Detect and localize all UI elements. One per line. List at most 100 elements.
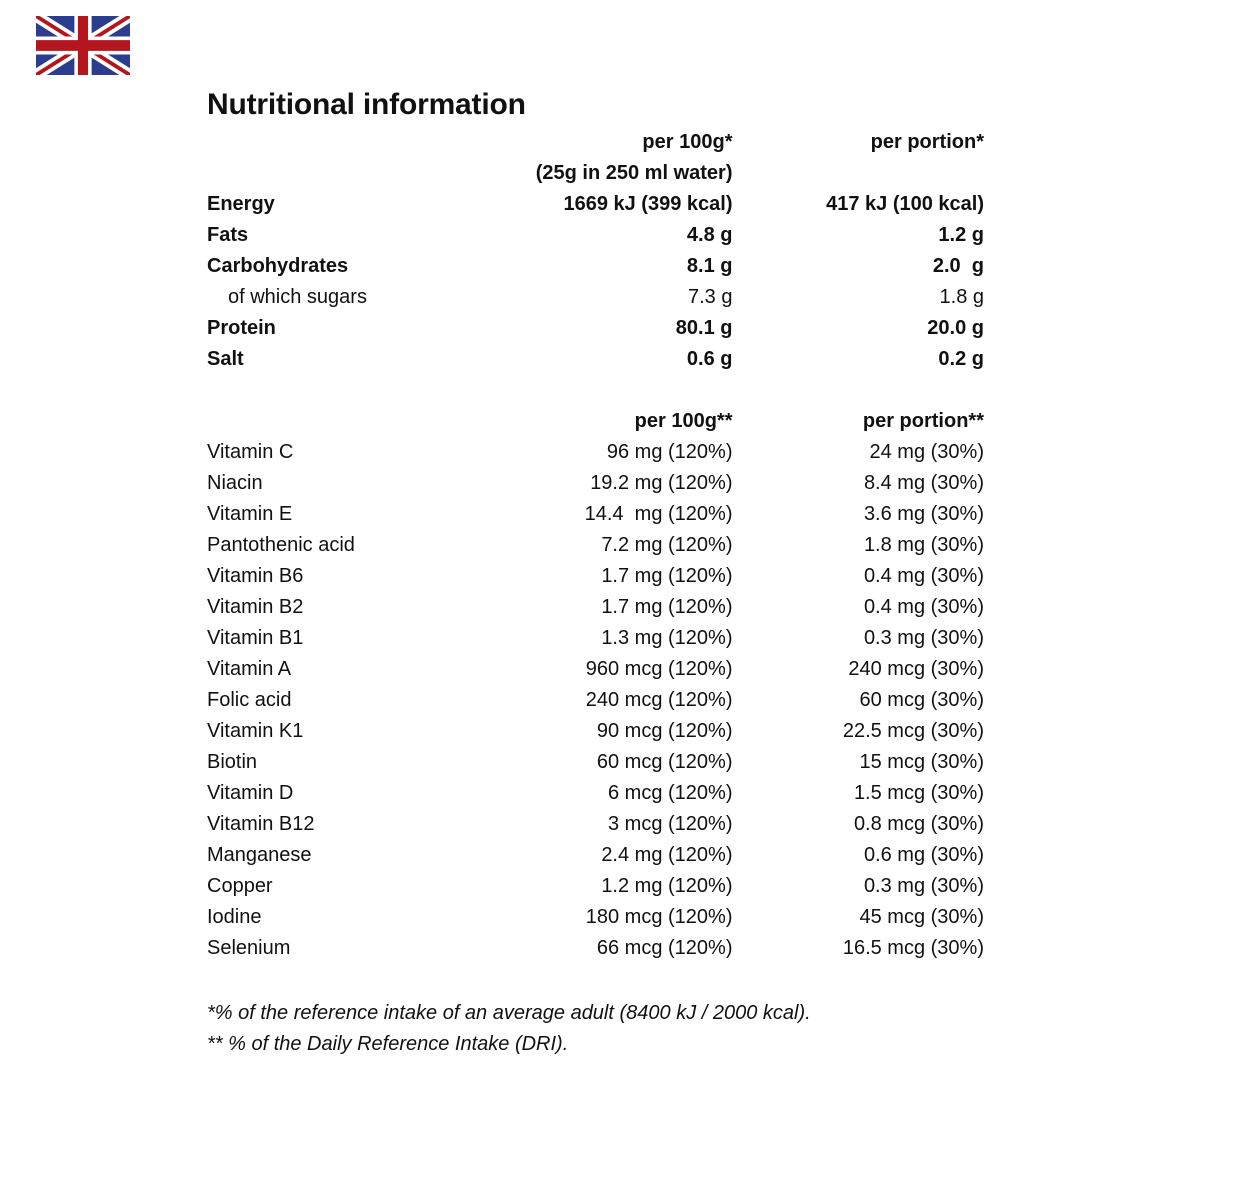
value-per-100g: 6 mcg (120%) <box>607 782 733 804</box>
value-per-portion: 0.4 mg (30%) <box>863 565 984 587</box>
value-per-100g: 960 mcg (120%) <box>585 658 733 680</box>
row-label: Folic acid <box>207 689 292 711</box>
value-per-100g: per 100g** <box>634 410 733 432</box>
row-label: Selenium <box>207 937 291 959</box>
value-per-portion: 1.8 g <box>939 286 984 308</box>
row-label <box>207 406 516 437</box>
row-label: Vitamin B2 <box>207 596 304 618</box>
value-per-100g: 90 mcg (120%) <box>596 720 733 742</box>
row-label: of which sugars <box>228 286 367 308</box>
nutrient-row: Fats 4.8 g 1.2 g <box>207 220 984 251</box>
value-per-100g: 2.4 mg (120%) <box>601 844 733 866</box>
value-per-100g: 7.3 g <box>688 286 733 308</box>
row-label: Protein <box>207 317 276 339</box>
value-per-100g: 14.4 mg (120%) <box>584 503 733 525</box>
union-jack-flag-icon <box>36 16 130 75</box>
value-per-portion: 1.2 g <box>938 224 984 246</box>
value-per-100g: 1.3 mg (120%) <box>601 627 733 649</box>
vitamin-row: Pantothenic acid 7.2 mg (120%) 1.8 mg (30%… <box>207 530 984 561</box>
value-per-portion: 417 kJ (100 kcal) <box>826 193 984 215</box>
value-per-portion: 1.8 mg (30%) <box>863 534 984 556</box>
vitamin-row: Vitamin B1 1.3 mg (120%) 0.3 mg (30%) <box>207 623 984 654</box>
value-per-100g: 80.1 g <box>675 317 733 339</box>
value-per-100g <box>516 375 732 406</box>
value-per-100g: per 100g* <box>642 131 733 153</box>
value-per-portion: 0.2 g <box>938 348 984 370</box>
vitamin-row: Vitamin B6 1.7 mg (120%) 0.4 mg (30%) <box>207 561 984 592</box>
vitamin-row: Selenium 66 mcg (120%) 16.5 mcg (30%) <box>207 933 984 964</box>
value-per-portion: 0.3 mg (30%) <box>863 875 984 897</box>
nutrient-row: Energy 1669 kJ (399 kcal) 417 kJ (100 kcal… <box>207 189 984 220</box>
value-per-portion: 240 mcg (30%) <box>848 658 984 680</box>
row-label: Salt <box>207 348 244 370</box>
vitamin-row: Vitamin E 14.4 mg (120%) 3.6 mg (30%) <box>207 499 984 530</box>
row-label: Vitamin C <box>207 441 294 463</box>
value-per-portion: per portion* <box>870 131 984 153</box>
value-per-portion: 60 mcg (30%) <box>859 689 985 711</box>
vitamin-row: Biotin 60 mcg (120%) 15 mcg (30%) <box>207 747 984 778</box>
row-label: Vitamin E <box>207 503 293 525</box>
value-per-portion: 2.0 g <box>932 255 984 277</box>
row-label: Vitamin D <box>207 782 294 804</box>
vitamin-row: Vitamin B2 1.7 mg (120%) 0.4 mg (30%) <box>207 592 984 623</box>
value-per-portion: 8.4 mg (30%) <box>863 472 984 494</box>
row-label: Pantothenic acid <box>207 534 355 556</box>
row-label: Niacin <box>207 472 263 494</box>
footnotes: *% of the reference intake of an average… <box>207 998 811 1060</box>
vitamin-row: Manganese 2.4 mg (120%) 0.6 mg (30%) <box>207 840 984 871</box>
vitamin-row: Niacin 19.2 mg (120%) 8.4 mg (30%) <box>207 468 984 499</box>
value-per-100g: 66 mcg (120%) <box>596 937 733 959</box>
value-per-portion <box>732 375 984 406</box>
value-per-100g: 96 mg (120%) <box>606 441 733 463</box>
value-per-portion <box>732 158 984 189</box>
row-label: Iodine <box>207 906 262 928</box>
value-per-portion: 45 mcg (30%) <box>859 906 985 928</box>
value-per-100g: 1.7 mg (120%) <box>601 596 733 618</box>
value-per-portion: 3.6 mg (30%) <box>863 503 984 525</box>
value-per-portion: 0.3 mg (30%) <box>863 627 984 649</box>
value-per-portion: 0.8 mcg (30%) <box>853 813 984 835</box>
value-per-100g: 1.2 mg (120%) <box>601 875 733 897</box>
value-per-portion: per portion** <box>862 410 984 432</box>
row-label: Manganese <box>207 844 312 866</box>
value-per-100g: 0.6 g <box>686 348 733 370</box>
value-per-100g: 4.8 g <box>686 224 733 246</box>
subheader-row: (25g in 250 ml water) <box>207 158 984 189</box>
footnote-dri: ** % of the Daily Reference Intake (DRI)… <box>207 1033 569 1055</box>
vitamin-row: Vitamin C 96 mg (120%) 24 mg (30%) <box>207 437 984 468</box>
row-label: Fats <box>207 224 249 246</box>
row-label: Vitamin K1 <box>207 720 304 742</box>
value-per-100g: 19.2 mg (120%) <box>590 472 733 494</box>
row-label: Energy <box>207 193 275 215</box>
vitamin-row: Vitamin D 6 mcg (120%) 1.5 mcg (30%) <box>207 778 984 809</box>
row-label: Biotin <box>207 751 258 773</box>
value-per-portion: 16.5 mcg (30%) <box>842 937 984 959</box>
value-per-100g: 7.2 mg (120%) <box>601 534 733 556</box>
header-row: per 100g* per portion* <box>207 127 984 158</box>
row-label: Vitamin B6 <box>207 565 304 587</box>
vitamin-row: Folic acid 240 mcg (120%) 60 mcg (30%) <box>207 685 984 716</box>
spacer-row <box>207 375 984 406</box>
vitamin-row: Vitamin K1 90 mcg (120%) 22.5 mcg (30%) <box>207 716 984 747</box>
value-per-portion: 0.4 mg (30%) <box>863 596 984 618</box>
nutrient-row: of which sugars 7.3 g 1.8 g <box>207 282 984 313</box>
row-label: Vitamin A <box>207 658 292 680</box>
value-per-100g: 3 mcg (120%) <box>607 813 733 835</box>
value-per-portion: 24 mg (30%) <box>869 441 985 463</box>
nutrition-table: per 100g* per portion* (25g in 250 ml wate… <box>207 127 984 964</box>
row-label <box>207 158 516 189</box>
vitamin-row: Iodine 180 mcg (120%) 45 mcg (30%) <box>207 902 984 933</box>
value-per-100g: 1.7 mg (120%) <box>601 565 733 587</box>
value-per-portion: 0.6 mg (30%) <box>863 844 984 866</box>
row-label: Vitamin B12 <box>207 813 315 835</box>
page-title: Nutritional information <box>207 88 526 121</box>
value-per-100g: 60 mcg (120%) <box>596 751 733 773</box>
nutrient-row: Protein 80.1 g 20.0 g <box>207 313 984 344</box>
value-per-portion: 15 mcg (30%) <box>859 751 985 773</box>
value-per-100g: (25g in 250 ml water) <box>535 162 733 184</box>
footnote-reference-intake: *% of the reference intake of an average… <box>207 1002 811 1024</box>
value-per-portion: 22.5 mcg (30%) <box>842 720 984 742</box>
row-label: Carbohydrates <box>207 255 349 277</box>
row-label <box>207 127 516 158</box>
row-label: Vitamin B1 <box>207 627 304 649</box>
